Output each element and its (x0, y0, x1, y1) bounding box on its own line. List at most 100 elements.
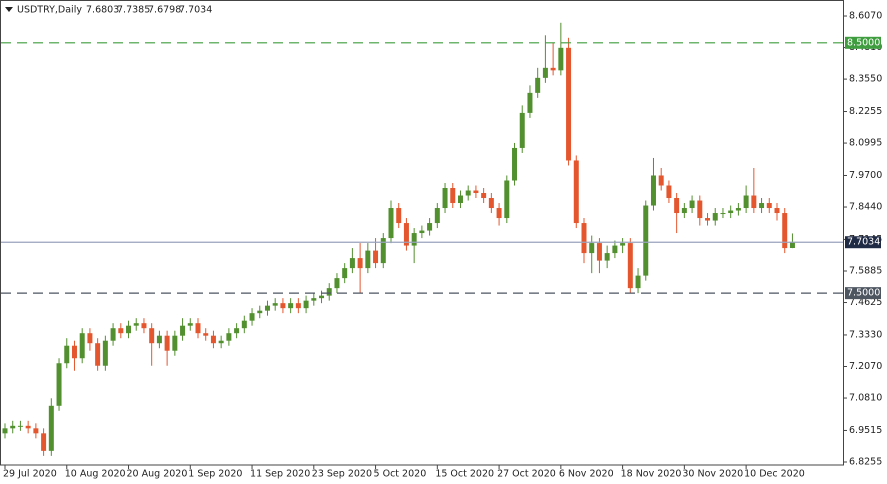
candle-body (95, 343, 101, 366)
candle-body (674, 198, 680, 214)
candle-body (87, 333, 93, 344)
ohlc-high: 7.7385 (117, 5, 150, 16)
candle-body (550, 67, 556, 71)
price-label: 7.7034 (847, 237, 880, 248)
candle-body (64, 345, 70, 364)
y-tick-label: 6.8255 (849, 456, 882, 467)
price-label-box (845, 236, 881, 249)
candle-body (210, 335, 216, 344)
y-tick-label: 6.9515 (849, 425, 882, 436)
candle-body (735, 208, 741, 211)
price-label: 7.5000 (847, 288, 880, 299)
candle-body (589, 243, 595, 254)
price-label-box (845, 36, 881, 49)
candle-body (766, 203, 772, 209)
y-tick-label: 8.2255 (849, 106, 882, 117)
candle-body (650, 175, 656, 206)
x-tick-label: 15 Oct 2020 (435, 469, 494, 480)
candle-body (56, 363, 62, 406)
candle-body (535, 77, 541, 93)
candle-body (411, 233, 417, 246)
candle-body (141, 323, 147, 329)
x-tick-label: 10 Aug 2020 (65, 469, 126, 480)
candle-body (118, 328, 124, 334)
x-tick-label: 10 Dec 2020 (744, 469, 805, 480)
candle-body (442, 188, 448, 209)
candle-body (110, 328, 116, 341)
candle-body (542, 67, 548, 78)
candle-body (187, 323, 193, 326)
candle-body (519, 112, 525, 148)
candle-body (465, 190, 471, 196)
candle-body (226, 333, 232, 341)
chart-title: USDTRY,Daily (17, 5, 82, 16)
x-tick-label: 11 Sep 2020 (250, 469, 310, 480)
candle-body (774, 208, 780, 214)
candle-body (288, 303, 294, 309)
candle-body (48, 405, 54, 451)
candle-body (720, 213, 726, 215)
candle-body (604, 253, 610, 261)
candle-body (218, 340, 224, 344)
candle-body (620, 243, 626, 246)
candle-body (481, 193, 487, 199)
price-label-box (845, 287, 881, 300)
candle-body (527, 92, 533, 113)
x-tick-label: 18 Nov 2020 (621, 469, 682, 480)
candle-body (596, 243, 602, 261)
candle-body (450, 188, 456, 204)
candle-body (789, 242, 795, 249)
y-tick-label: 7.0810 (849, 393, 882, 404)
x-tick-label: 29 Jul 2020 (3, 469, 57, 480)
candle-body (373, 250, 379, 264)
candle-body (627, 243, 633, 289)
menu-icon (5, 7, 13, 12)
candle-body (203, 333, 209, 336)
candle-body (2, 428, 8, 434)
candle-body (126, 325, 132, 334)
candle-body (388, 208, 394, 239)
candle-body (272, 303, 278, 306)
y-tick-label: 7.4625 (849, 297, 882, 308)
candle-body (457, 195, 463, 204)
candle-body (249, 313, 255, 321)
candle-body (17, 425, 23, 427)
candle-body (10, 425, 16, 429)
candle-body (380, 238, 386, 264)
candle-body (164, 335, 170, 351)
candle-body (612, 245, 618, 254)
candle-body (743, 195, 749, 209)
candle-body (342, 268, 348, 279)
candle-body (712, 213, 718, 221)
candle-body (396, 208, 402, 224)
x-tick-label: 23 Sep 2020 (312, 469, 372, 480)
candle-body (234, 328, 240, 334)
candle-body (264, 305, 270, 311)
candle-body (496, 208, 502, 219)
candle-body (751, 195, 757, 209)
candle-body (419, 230, 425, 234)
candle-body (427, 223, 433, 231)
candle-body (666, 185, 672, 199)
candle-body (156, 335, 162, 344)
x-tick-label: 5 Oct 2020 (374, 469, 427, 480)
y-tick-label: 8.6070 (849, 11, 882, 22)
y-tick-label: 7.9700 (849, 170, 882, 181)
candle-body (581, 223, 587, 254)
y-tick-label: 8.3550 (849, 74, 882, 85)
candle-body (705, 218, 711, 221)
y-tick-label: 7.3330 (849, 329, 882, 340)
candle-body (133, 323, 139, 326)
candle-body (241, 320, 247, 329)
candle-body (303, 300, 309, 309)
ohlc-close: 7.7034 (179, 5, 212, 16)
candle-body (403, 223, 409, 246)
candle-body (79, 333, 85, 359)
candle-body (102, 340, 108, 366)
y-tick-label: 8.0995 (849, 138, 882, 149)
candle-body (573, 160, 579, 224)
candle-body (697, 200, 703, 219)
candle-body (326, 288, 332, 296)
candle-body (635, 275, 641, 289)
